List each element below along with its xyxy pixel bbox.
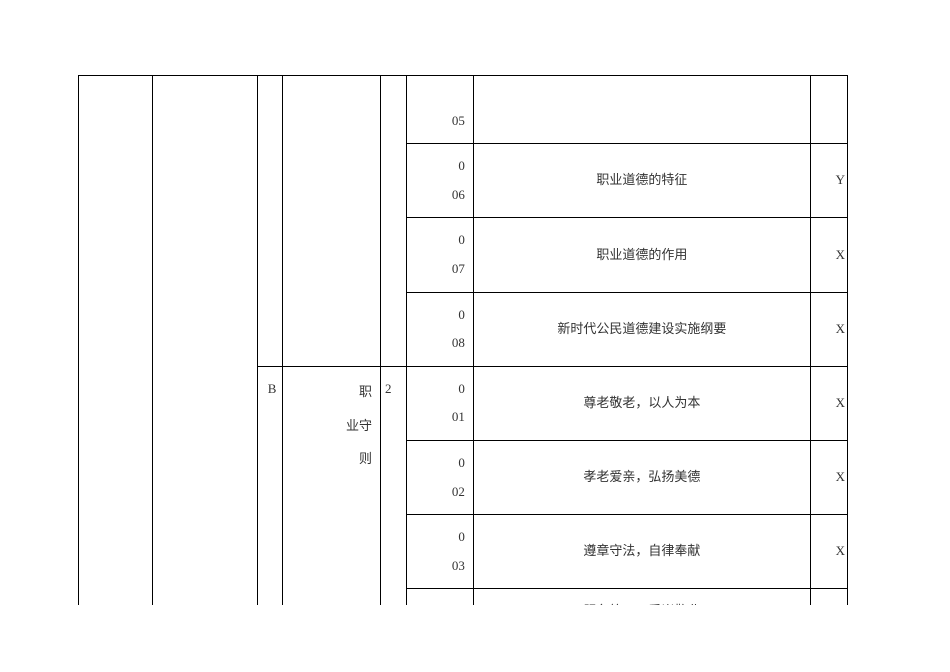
desc-cell: 尊老敬老，以人为本 (473, 366, 810, 440)
data-table: 05 0 06 职业道德的特征 Y 0 07 职业道德的作用 X (78, 75, 848, 605)
desc-cell: 职业道德的特征 (473, 144, 810, 218)
table-container: 05 0 06 职业道德的特征 Y 0 07 职业道德的作用 X (78, 75, 848, 605)
letter-text: X (836, 247, 845, 262)
section-label-2: 业守 (346, 418, 372, 433)
section-label-cell: 职 业守 则 (283, 366, 381, 605)
code-cell: 0 07 (406, 218, 473, 292)
code-cell: 0 01 (406, 366, 473, 440)
code-top: 0 (458, 603, 465, 605)
section-letter-cell: B (257, 366, 283, 605)
letter-cell: Y (810, 144, 847, 218)
code-cell: 0 08 (406, 292, 473, 366)
letter-cell: X (810, 440, 847, 514)
code-cell: 0 03 (406, 515, 473, 589)
letter-text: Y (836, 172, 845, 187)
desc-cell: 服务第一，爱岗敬业 (473, 589, 810, 605)
section-num: 2 (385, 381, 392, 396)
code-cell: 0 (406, 589, 473, 605)
table-row: 05 (79, 76, 848, 144)
code-top: 0 (458, 381, 465, 396)
code-top: 0 (458, 307, 465, 322)
desc-text: 职业道德的作用 (596, 247, 687, 262)
letter-cell (810, 76, 847, 144)
code-cell: 0 06 (406, 144, 473, 218)
cell-upper-e (380, 76, 406, 367)
section-label-1: 职 (359, 384, 372, 399)
code-top: 0 (458, 529, 465, 544)
section-label-3: 则 (359, 451, 372, 466)
code-top: 0 (458, 232, 465, 247)
code-bottom: 02 (452, 484, 465, 499)
code-top: 0 (458, 158, 465, 173)
code-top: 0 (458, 455, 465, 470)
desc-text: 新时代公民道德建设实施纲要 (557, 321, 726, 336)
desc-text: 遵章守法，自律奉献 (583, 543, 700, 558)
letter-text: X (836, 321, 845, 336)
letter-cell: X (810, 292, 847, 366)
code-bottom: 01 (452, 409, 465, 424)
desc-cell: 新时代公民道德建设实施纲要 (473, 292, 810, 366)
code-bottom: 07 (452, 261, 465, 276)
desc-cell (473, 76, 810, 144)
letter-text: X (836, 603, 845, 605)
letter-text: X (836, 469, 845, 484)
letter-cell: X (810, 366, 847, 440)
letter-cell: X (810, 218, 847, 292)
code-cell: 0 02 (406, 440, 473, 514)
section-num-cell: 2 (380, 366, 406, 605)
code-bottom: 06 (452, 187, 465, 202)
letter-cell: X (810, 515, 847, 589)
cell-blank-b (153, 76, 258, 606)
code-bottom: 03 (452, 558, 465, 573)
cell-upper-d (283, 76, 381, 367)
desc-cell: 遵章守法，自律奉献 (473, 515, 810, 589)
letter-text: X (836, 543, 845, 558)
desc-cell: 职业道德的作用 (473, 218, 810, 292)
code-bottom: 08 (452, 335, 465, 350)
code-bottom: 05 (452, 113, 465, 128)
code-cell: 05 (406, 76, 473, 144)
desc-text: 尊老敬老，以人为本 (583, 395, 700, 410)
desc-cell: 孝老爱亲，弘扬美德 (473, 440, 810, 514)
desc-text: 职业道德的特征 (596, 172, 687, 187)
desc-text: 孝老爱亲，弘扬美德 (583, 469, 700, 484)
section-letter: B (268, 381, 277, 396)
cell-blank-a (79, 76, 153, 606)
letter-cell: X (810, 589, 847, 605)
cell-upper-c (257, 76, 283, 367)
desc-text: 服务第一，爱岗敬业 (583, 603, 700, 605)
letter-text: X (836, 395, 845, 410)
